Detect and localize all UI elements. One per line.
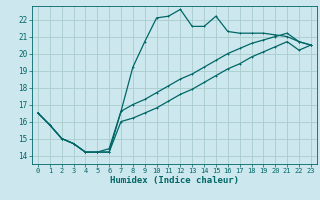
X-axis label: Humidex (Indice chaleur): Humidex (Indice chaleur) <box>110 176 239 185</box>
